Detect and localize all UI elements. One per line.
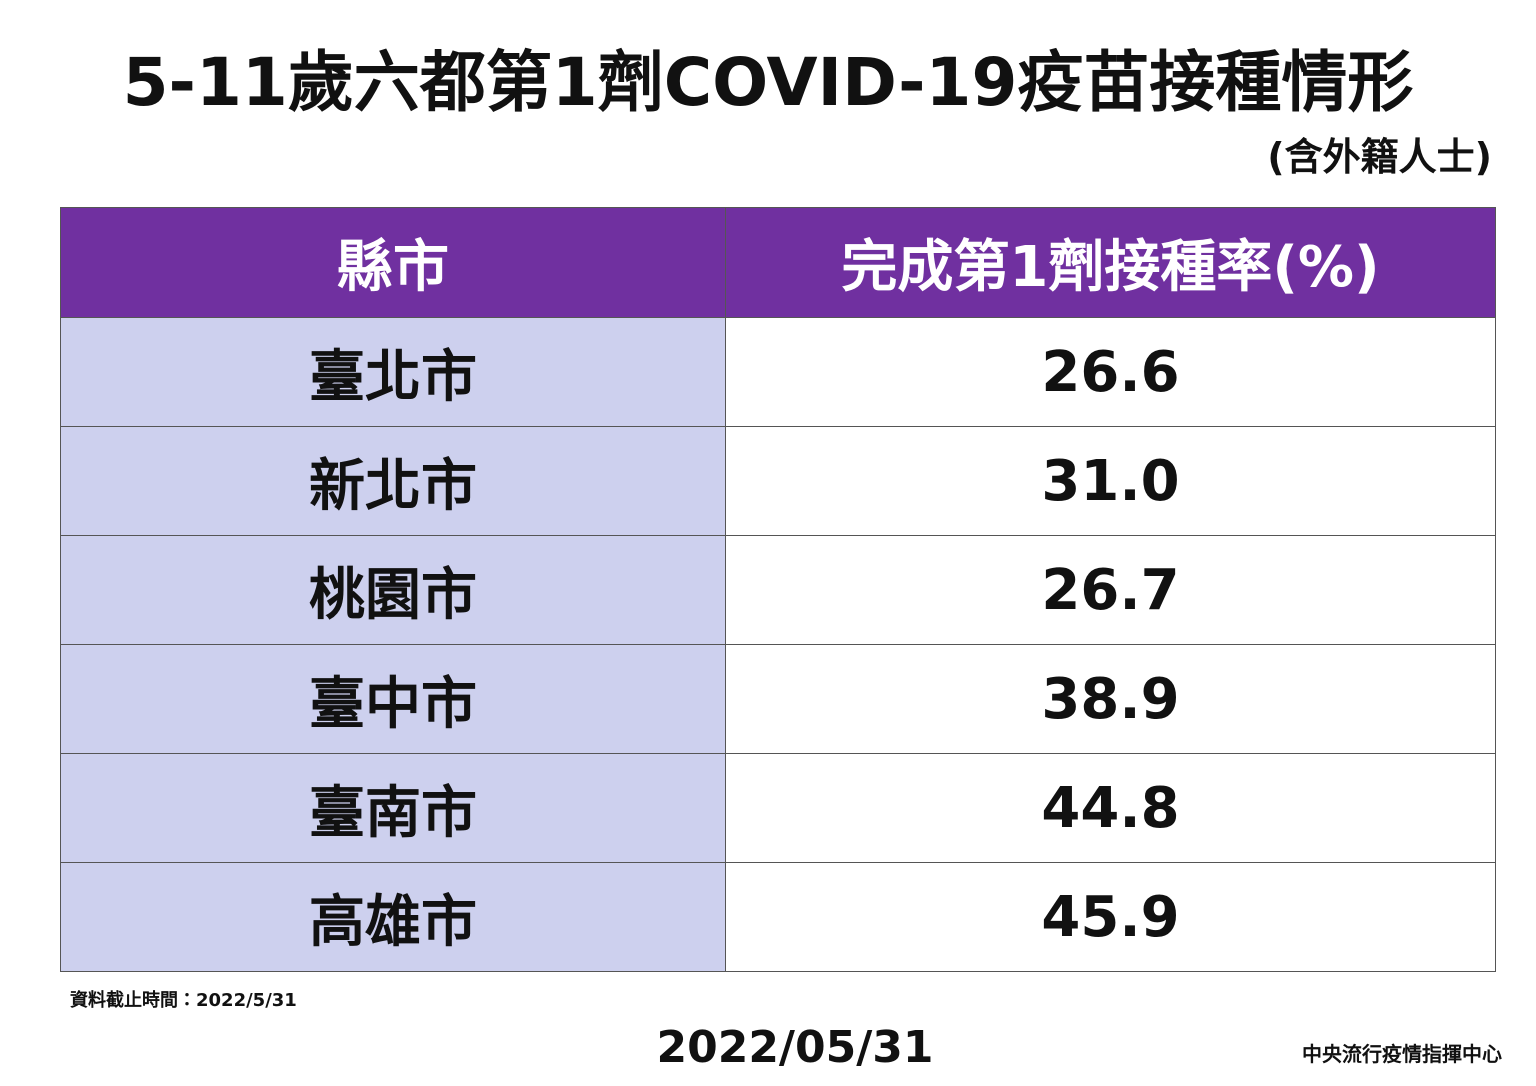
- date: 2022/05/31: [656, 1022, 934, 1073]
- table-row: 臺中市 38.9: [60, 644, 1496, 754]
- footnote: 資料截止時間：2022/5/31: [70, 990, 297, 1011]
- table-row: 桃園市 26.7: [60, 535, 1496, 645]
- column-header: 縣市: [60, 207, 726, 318]
- city-cell: 高雄市: [60, 862, 726, 972]
- source: 中央流行疫情指揮中心: [1302, 1042, 1502, 1066]
- city-cell: 臺南市: [60, 753, 726, 863]
- rate-cell: 44.8: [725, 753, 1496, 863]
- table-head: 縣市 完成第1劑接種率(%): [60, 207, 1496, 318]
- city-cell: 新北市: [60, 426, 726, 536]
- table-row: 高雄市 45.9: [60, 862, 1496, 972]
- table-row: 臺南市 44.8: [60, 753, 1496, 863]
- rate-cell: 26.6: [725, 317, 1496, 427]
- rate-cell: 31.0: [725, 426, 1496, 536]
- city-cell: 臺北市: [60, 317, 726, 427]
- city-cell: 桃園市: [60, 535, 726, 645]
- subtitle: (含外籍人士): [1267, 135, 1492, 179]
- rate-cell: 38.9: [725, 644, 1496, 754]
- table-row: 臺北市 26.6: [60, 317, 1496, 427]
- table-row: 新北市 31.0: [60, 426, 1496, 536]
- header-row: 縣市 完成第1劑接種率(%): [60, 207, 1496, 318]
- title: 5-11歲六都第1劑COVID-19疫苗接種情形: [122, 44, 1414, 121]
- column-header: 完成第1劑接種率(%): [725, 207, 1496, 318]
- rate-cell: 45.9: [725, 862, 1496, 972]
- city-cell: 臺中市: [60, 644, 726, 754]
- rate-cell: 26.7: [725, 535, 1496, 645]
- table-body: 臺北市 26.6 新北市 31.0 桃園市 26.7 臺中市 38.9 臺南市 44.8 高雄市 45…: [60, 317, 1496, 972]
- table: 縣市 完成第1劑接種率(%) 臺北市 26.6 新北市 31.0 桃園市 26.7 臺中市 38…: [60, 207, 1496, 972]
